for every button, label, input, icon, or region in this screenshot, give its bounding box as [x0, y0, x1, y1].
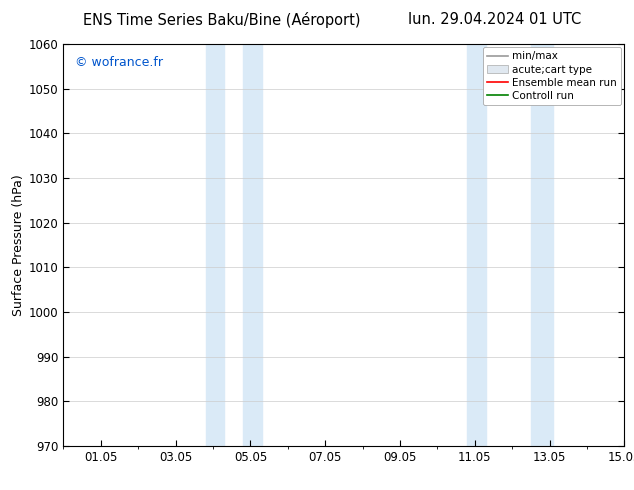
Bar	[205, 44, 224, 446]
Bar	[531, 44, 553, 446]
Text: ENS Time Series Baku/Bine (Aéroport): ENS Time Series Baku/Bine (Aéroport)	[83, 12, 361, 28]
Y-axis label: Surface Pressure (hPa): Surface Pressure (hPa)	[11, 174, 25, 316]
Bar	[467, 44, 486, 446]
Text: lun. 29.04.2024 01 UTC: lun. 29.04.2024 01 UTC	[408, 12, 581, 27]
Bar	[243, 44, 262, 446]
Legend: min/max, acute;cart type, Ensemble mean run, Controll run: min/max, acute;cart type, Ensemble mean …	[483, 47, 621, 105]
Text: © wofrance.fr: © wofrance.fr	[75, 56, 163, 69]
